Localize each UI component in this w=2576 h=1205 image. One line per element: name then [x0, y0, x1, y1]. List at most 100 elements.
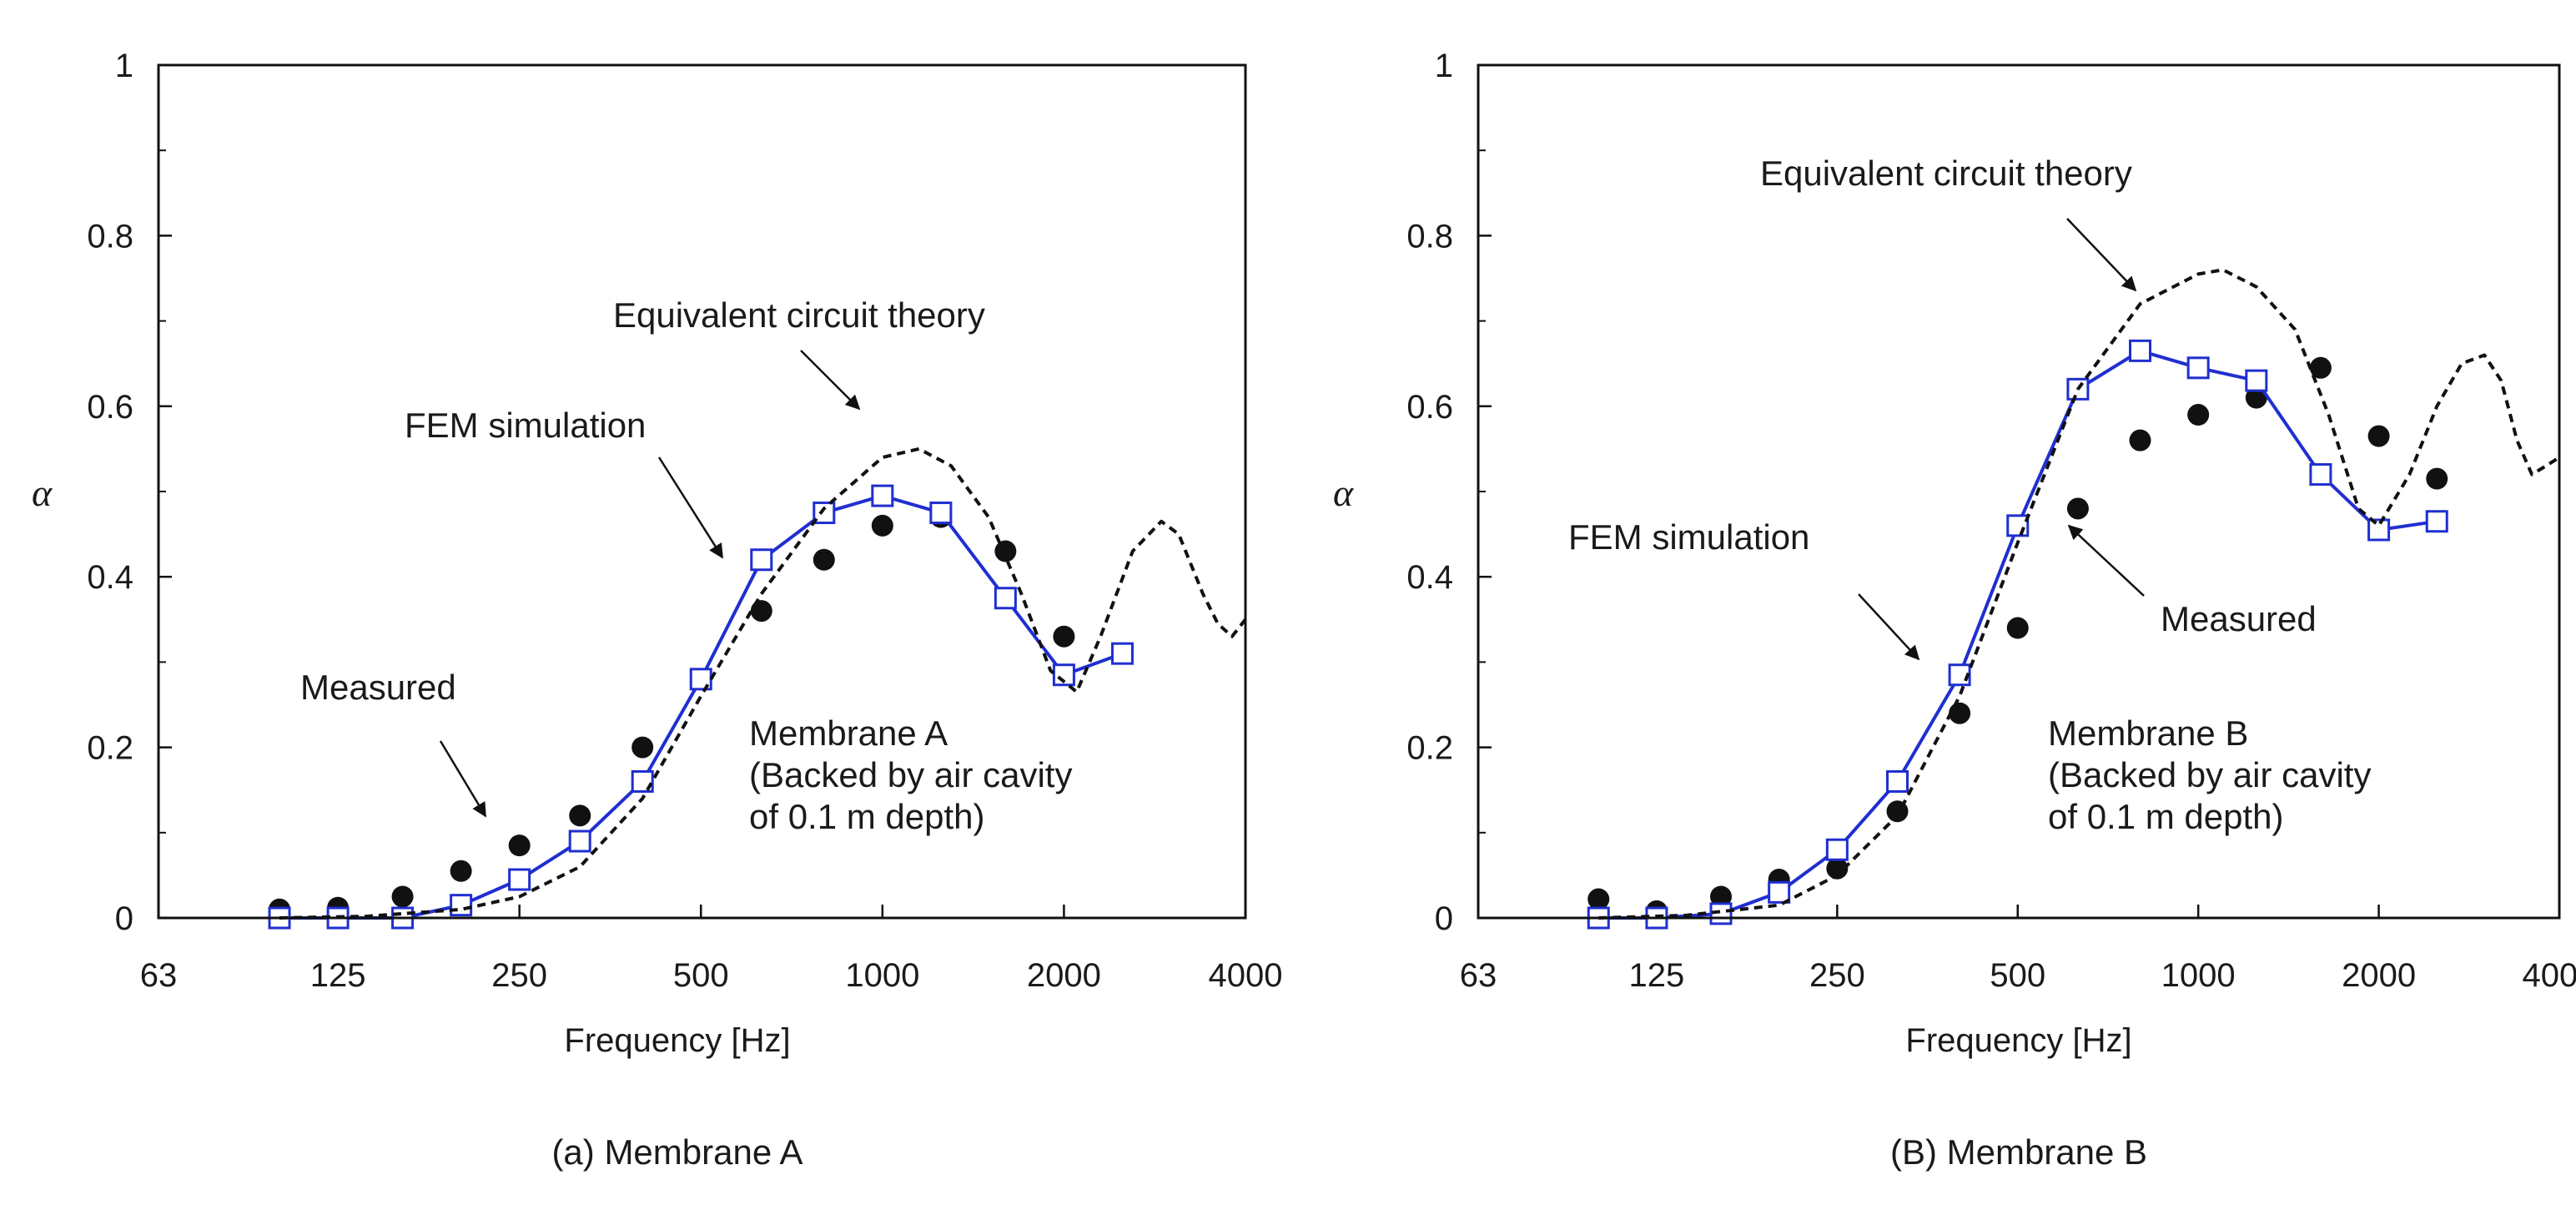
panel-a-xtick-label: 250 — [491, 957, 547, 994]
panel-a-ticks: 0 0.2 0.4 0.6 0.8 1 63 125 250 500 1000 2000 4000 — [87, 48, 1282, 994]
panel-b-fem-simulation-point — [2129, 339, 2152, 362]
panel-a-xtick-label: 4000 — [1209, 957, 1283, 994]
panel-b-xtick-label: 125 — [1629, 957, 1685, 994]
panel-b-depth-label: of 0.1 m depth) — [2048, 797, 2284, 836]
panel-b-series — [1587, 268, 2561, 930]
panel-b-membrane-label: Membrane B — [2048, 713, 2248, 753]
panel-a-ytick-label: 0.4 — [87, 559, 133, 596]
panel-b-caption: (B) Membrane B — [1890, 1132, 2147, 1172]
panel-a-measured-point — [508, 834, 531, 857]
panel-b-fem-simulation-point — [1885, 769, 1909, 793]
panel-a-annot-fem: FEM simulation — [405, 406, 646, 445]
panel-b-arrow-measured — [2067, 524, 2145, 597]
panel-a-membrane-label: Membrane A — [749, 713, 948, 753]
panel-a-xtick-label: 1000 — [845, 957, 919, 994]
panel-b-fem-simulation-point — [2186, 356, 2210, 380]
panel-b-ytick-label: 0.8 — [1406, 218, 1453, 255]
panel-b-arrow-fem — [1858, 593, 1920, 661]
panel-b-measured-point — [2309, 356, 2332, 379]
panel-a-backing-label: (Backed by air cavity — [749, 755, 1072, 794]
panel-a-arrow-fem — [657, 456, 724, 559]
panel-a-xtick-label: 500 — [673, 957, 729, 994]
panel-a-measured-point — [450, 860, 472, 882]
panel-a-fem-simulation-point — [568, 829, 591, 853]
panel-a-series-equivalent-circuit-theory — [279, 446, 1247, 920]
panel-b-measured-point — [2367, 425, 2390, 447]
panel-b-fem-simulation-point — [2425, 510, 2448, 533]
panel-a-ylabel: α — [32, 471, 53, 514]
panel-b-xtick-label: 500 — [1990, 957, 2045, 994]
panel-b-annot-ect: Equivalent circuit theory — [1760, 154, 2132, 193]
panel-a-annot-ect: Equivalent circuit theory — [613, 295, 985, 335]
panel-a-measured-point — [1053, 625, 1075, 648]
panel-a-measured-point — [631, 736, 654, 759]
panel-b-fem-simulation-point — [2367, 518, 2391, 542]
panel-b-fem-simulation-point — [2245, 369, 2268, 392]
panel-b-xlabel: Frequency [Hz] — [1905, 1022, 2131, 1059]
panel-a-fem-simulation-point — [1110, 642, 1134, 665]
panel-a-fem-simulation-point — [450, 894, 473, 917]
panel-b-measured-point — [2187, 404, 2210, 426]
panel-b-measured-point — [2426, 467, 2448, 490]
panel-b-measured-point — [1587, 888, 1610, 910]
panel-b-measured-point — [1710, 885, 1733, 908]
panel-b-fem-simulation-point — [1768, 880, 1791, 904]
panel-b-xtick-label: 250 — [1809, 957, 1865, 994]
panel-b-xtick-label: 1000 — [2161, 957, 2236, 994]
panel-a-plot-frame — [157, 63, 1247, 920]
panel-a-fem-simulation-point — [994, 587, 1017, 610]
panel-a-xtick-label: 63 — [140, 957, 178, 994]
panel-a-measured-point — [813, 548, 835, 571]
panel-a-xtick-label: 125 — [310, 957, 366, 994]
panel-b-xtick-label: 4000 — [2523, 957, 2576, 994]
panel-a-series — [268, 446, 1247, 930]
panel-b-fem-simulation-point — [1825, 838, 1849, 861]
panel-b-annot-measured: Measured — [2161, 599, 2317, 638]
panel-b-measured-point — [2006, 617, 2029, 639]
panel-b-measured-point — [2066, 497, 2089, 520]
panel-b-plot-frame — [1477, 63, 2561, 920]
panel-b-ytick-label: 0.2 — [1406, 730, 1453, 767]
panel-b-fem-simulation-point — [2309, 463, 2332, 487]
panel-a-series-fem-simulation-line — [279, 494, 1124, 920]
panel-a-measured-point — [871, 514, 893, 537]
panel-b-ytick-label: 0.6 — [1406, 389, 1453, 426]
panel-b-measured-point — [2245, 386, 2267, 409]
panel-a-xtick-label: 2000 — [1027, 957, 1101, 994]
panel-a-fem-simulation-point — [508, 868, 531, 891]
panel-b-annot-fem: FEM simulation — [1568, 517, 1809, 557]
panel-b-xtick-label: 63 — [1460, 957, 1497, 994]
panel-a-fem-simulation-point — [750, 548, 773, 572]
panel-b-ticks: 0 0.2 0.4 0.6 0.8 1 63 125 250 500 1000 2000 4000 — [1406, 48, 2576, 994]
panel-a-arrow-measured — [439, 740, 487, 818]
panel-a-annot-measured: Measured — [300, 668, 456, 707]
panel-a-xlabel: Frequency [Hz] — [564, 1022, 790, 1059]
panel-a-ytick-label: 0 — [115, 900, 133, 937]
panel-a-depth-label: of 0.1 m depth) — [749, 797, 985, 836]
panel-a-ytick-label: 0.8 — [87, 218, 133, 255]
panel-b-ytick-label: 0 — [1435, 900, 1453, 937]
panel-a-arrow-ect — [800, 350, 861, 411]
panel-b-ytick-label: 0.4 — [1406, 559, 1453, 596]
panel-a-ytick-label: 0.2 — [87, 730, 133, 767]
panel-b-measured-point — [1826, 857, 1849, 880]
panel-a-measured-point — [569, 804, 591, 827]
panel-a-ytick-label: 0.6 — [87, 389, 133, 426]
panel-b-xtick-label: 2000 — [2342, 957, 2416, 994]
panel-a-measured-point — [994, 540, 1017, 562]
panel-b-fem-simulation-point — [2066, 377, 2090, 401]
panel-b-series-equivalent-circuit-theory — [1598, 268, 2561, 920]
panel-b-fem-simulation-point — [2006, 514, 2030, 537]
panel-a-ytick-label: 1 — [115, 48, 133, 84]
panel-b-measured-point — [2129, 429, 2151, 451]
panel-a-fem-simulation-point — [929, 502, 953, 525]
panel-a-fem-simulation-point — [871, 484, 894, 507]
panel-b-measured-point — [1949, 702, 1971, 724]
panel-b-ytick-label: 1 — [1435, 48, 1453, 84]
panel-a-measured-point — [391, 885, 414, 908]
panel-b-arrow-ect — [2066, 218, 2137, 292]
panel-b-backing-label: (Backed by air cavity — [2048, 755, 2371, 794]
